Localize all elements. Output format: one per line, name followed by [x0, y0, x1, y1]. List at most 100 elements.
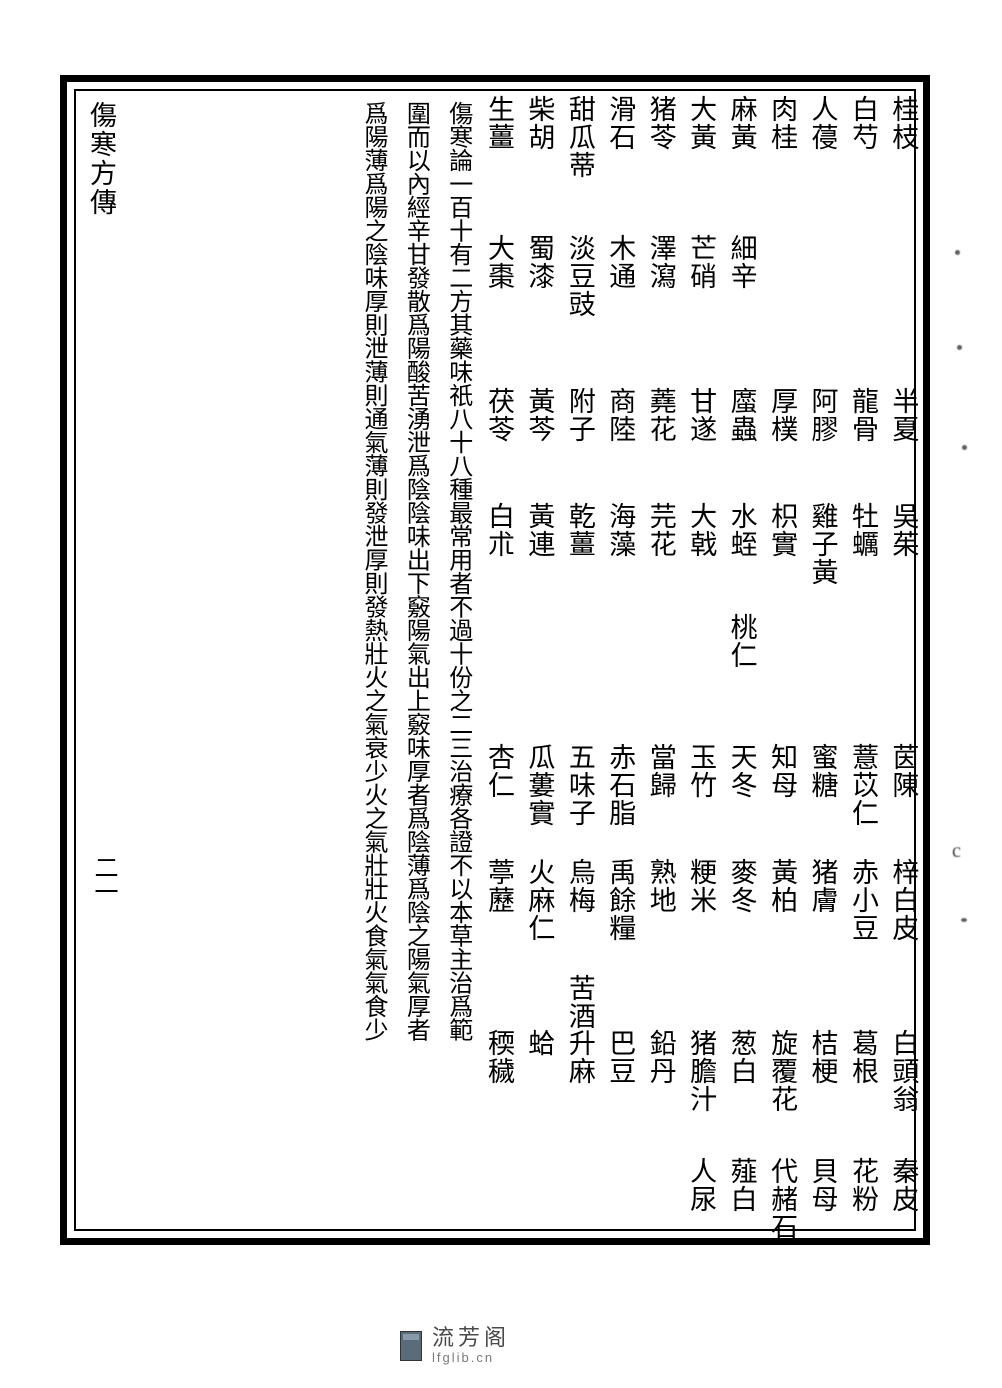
herb-item: 赤小豆	[849, 858, 876, 942]
herb-item: 細辛	[728, 234, 755, 290]
herb-item: 附子	[566, 387, 593, 443]
herb-item: 黃柏	[768, 858, 795, 914]
herb-item: 稬穢	[485, 1029, 512, 1085]
herb-item: 麥冬	[728, 858, 755, 914]
herb-item: 梓白皮	[889, 858, 916, 942]
herb-item: 玉竹	[687, 743, 714, 799]
herb-item: 木通	[606, 234, 633, 290]
herb-item: 白頭翁	[889, 1029, 916, 1113]
herb-item: 花粉	[849, 1157, 876, 1213]
herb-item: 商陸	[606, 387, 633, 443]
herb-item: 澤瀉	[647, 234, 674, 290]
herb-column: 大黃芒硝甘遂大戟玉竹粳米猪膽汁人尿	[687, 95, 719, 1225]
herb-item: 阿膠	[809, 387, 836, 443]
herb-item: 滑石	[606, 95, 633, 151]
herb-item: 甜瓜蒂	[566, 95, 593, 179]
herb-item: 桃仁	[728, 613, 755, 669]
herb-item: 白朮	[485, 502, 512, 558]
herb-item: 茵陳	[889, 743, 916, 799]
herb-item: 猪苓	[647, 95, 674, 151]
herb-item: 乾薑	[566, 502, 593, 558]
herb-item: 薤白	[728, 1157, 755, 1213]
herb-item: 淡豆豉	[566, 234, 593, 318]
herb-column: 生薑大棗茯苓白朮杏仁葶藶稬穢	[485, 95, 517, 1225]
herb-item: 烏梅	[566, 858, 593, 914]
herb-item: 五味子	[566, 743, 593, 827]
herb-item: 厚樸	[768, 387, 795, 443]
herb-item: 薏苡仁	[849, 743, 876, 827]
text-content: 傷寒方傳二一桂枝半夏吳茱茵陳梓白皮白頭翁秦皮白芍龍骨牡蠣薏苡仁赤小豆葛根花粉人葠…	[80, 95, 910, 1225]
margin-speck	[962, 445, 967, 450]
herb-item: 芫花	[647, 502, 674, 558]
herb-item: 蜀漆	[525, 234, 552, 290]
herb-item: 葛根	[849, 1029, 876, 1085]
herb-item: 粳米	[687, 858, 714, 914]
herb-item: 知母	[768, 743, 795, 799]
herb-item: 麻黃	[728, 95, 755, 151]
running-title: 傷寒方傳	[84, 101, 114, 1225]
herb-item: 禹餘糧	[606, 858, 633, 942]
herb-item: 黃連	[525, 502, 552, 558]
herb-item: 巴豆	[606, 1029, 633, 1085]
herb-item: 赤石脂	[606, 743, 633, 827]
herb-item: 瓜蔞實	[525, 743, 552, 827]
watermark-cn: 流芳阁	[432, 1327, 510, 1349]
herb-column: 猪苓澤瀉蕘花芫花當歸熟地鉛丹	[647, 95, 679, 1225]
herb-item: 生薑	[485, 95, 512, 151]
herb-item: 猪膽汁	[687, 1029, 714, 1113]
herb-item: 白芍	[849, 95, 876, 151]
herb-item: 當歸	[647, 743, 674, 799]
margin-speck	[957, 345, 962, 350]
herb-column: 桂枝半夏吳茱茵陳梓白皮白頭翁秦皮	[889, 95, 921, 1225]
herb-item: 芒硝	[687, 234, 714, 290]
herb-item: 蛤	[525, 1029, 552, 1057]
herb-item: 桂枝	[889, 95, 916, 151]
herb-column: 肉桂厚樸枳實知母黃柏旋覆花代赭石	[768, 95, 800, 1225]
herb-item: 牡蠣	[849, 502, 876, 558]
herb-item: 大黃	[687, 95, 714, 151]
herb-column: 滑石木通商陸海藻赤石脂禹餘糧巴豆	[606, 95, 638, 1225]
herb-item: 杏仁	[485, 743, 512, 799]
herb-item: 貝母	[809, 1157, 836, 1213]
herb-item: 葱白	[728, 1029, 755, 1085]
herb-item: 猪膚	[809, 858, 836, 914]
margin-speck	[955, 250, 960, 255]
herb-item: 人尿	[687, 1157, 714, 1213]
herb-column: 甜瓜蒂淡豆豉附子乾薑五味子烏梅苦酒升麻	[566, 95, 598, 1225]
commentary-column: 圍而以內經辛甘發散爲陽酸苦湧泄爲陰陰味出下竅陽氣出上竅味厚者爲陰薄爲陰之陽氣厚者	[397, 95, 427, 1225]
margin-speck: c	[952, 840, 961, 863]
page-area: 傷寒方傳二一桂枝半夏吳茱茵陳梓白皮白頭翁秦皮白芍龍骨牡蠣薏苡仁赤小豆葛根花粉人葠…	[60, 75, 930, 1245]
margin-speck	[961, 918, 967, 922]
herb-item: 茯苓	[485, 387, 512, 443]
watermark-text: 流芳阁 lfglib.cn	[432, 1327, 510, 1364]
herb-item: 人葠	[809, 95, 836, 151]
commentary-column: 爲陽薄爲陽之陰味厚則泄薄則通氣薄則發泄厚則發熱壯火之氣衰少火之氣壯壯火食氣氣食少	[355, 95, 385, 1225]
page-number: 二一	[86, 855, 121, 903]
herb-item: 甘遂	[687, 387, 714, 443]
herb-column: 柴胡蜀漆黃芩黃連瓜蔞實火麻仁蛤	[525, 95, 557, 1225]
herb-item: 龍骨	[849, 387, 876, 443]
herb-item: 蕘花	[647, 387, 674, 443]
herb-item: 䗪蟲	[728, 387, 755, 443]
herb-item: 海藻	[606, 502, 633, 558]
herb-item: 熟地	[647, 858, 674, 914]
watermark-logo: 流芳阁 lfglib.cn	[400, 1327, 510, 1364]
book-icon	[400, 1331, 422, 1361]
herb-item: 苦酒	[566, 974, 593, 1030]
herb-item: 桔梗	[809, 1029, 836, 1085]
herb-item: 火麻仁	[525, 858, 552, 942]
herb-item: 水蛭	[728, 502, 755, 558]
herb-item: 吳茱	[889, 502, 916, 558]
herb-item: 大戟	[687, 502, 714, 558]
herb-item: 秦皮	[889, 1157, 916, 1213]
herb-item: 天冬	[728, 743, 755, 799]
herb-item: 柴胡	[525, 95, 552, 151]
herb-item: 葶藶	[485, 858, 512, 914]
herb-item: 肉桂	[768, 95, 795, 151]
herb-item: 枳實	[768, 502, 795, 558]
herb-column: 白芍龍骨牡蠣薏苡仁赤小豆葛根花粉	[849, 95, 881, 1225]
herb-item: 雞子黃	[809, 502, 836, 586]
herb-item: 代赭石	[768, 1157, 795, 1241]
herb-item: 黃芩	[525, 387, 552, 443]
herb-item: 旋覆花	[768, 1029, 795, 1113]
